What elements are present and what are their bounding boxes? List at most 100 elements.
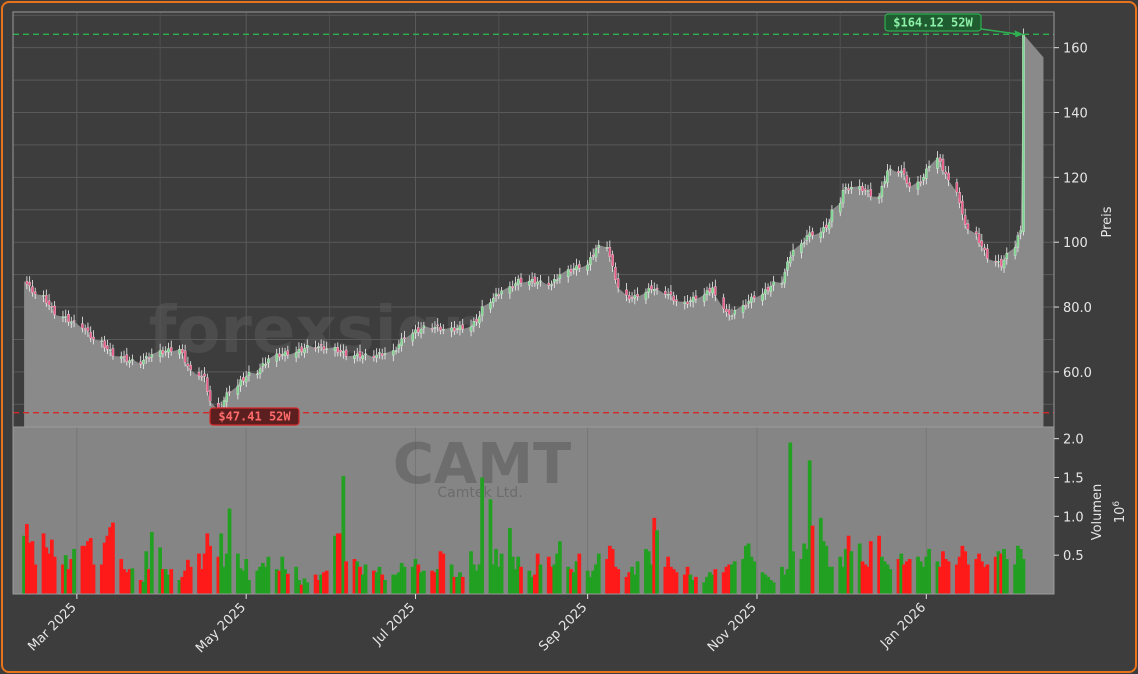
- volume-bar: [627, 572, 632, 594]
- candle-body: [1019, 230, 1022, 234]
- candle-body: [53, 305, 56, 315]
- volume-bar: [47, 553, 51, 594]
- volume-bar: [527, 570, 532, 594]
- date-tick-label: Jan 2026: [877, 600, 929, 652]
- volume-bar: [860, 561, 865, 594]
- candle-body: [111, 348, 115, 357]
- candle-body: [614, 267, 617, 280]
- candle-body: [791, 250, 795, 257]
- volume-bar: [960, 545, 965, 594]
- candle-body: [947, 172, 950, 181]
- candle-body: [480, 306, 484, 316]
- candle-body: [325, 348, 328, 350]
- candle-body: [178, 349, 181, 355]
- candle-body: [144, 356, 148, 359]
- volume-bar: [441, 553, 446, 594]
- volume-bar: [574, 561, 579, 594]
- candle-body: [925, 168, 928, 179]
- candle-body: [50, 306, 54, 308]
- volume-bar: [941, 551, 945, 594]
- volume-bar: [419, 572, 423, 594]
- volume-bar: [449, 564, 454, 594]
- candle-body: [372, 355, 376, 358]
- volume-bar: [533, 574, 537, 594]
- volume-bar: [566, 566, 571, 594]
- volume-bar: [455, 576, 460, 594]
- volume-bar: [596, 553, 601, 594]
- candle-body: [297, 349, 301, 353]
- candle-body: [519, 277, 523, 284]
- candle-body: [539, 280, 542, 282]
- candle-body: [256, 373, 259, 375]
- volume-bar: [147, 569, 151, 594]
- company-subtitle: Camtek Ltd.: [437, 485, 522, 501]
- candle-body: [819, 232, 823, 238]
- candle-body: [733, 310, 737, 315]
- volume-bar: [577, 553, 582, 594]
- candle-body: [908, 182, 911, 188]
- volume-bar: [322, 572, 326, 594]
- volume-bar: [766, 576, 770, 594]
- volume-bar: [177, 580, 182, 594]
- volume-bar: [702, 582, 707, 594]
- candle-body: [303, 348, 306, 354]
- candle-body: [919, 181, 923, 184]
- price-tick-label: 140: [1063, 107, 1088, 122]
- candle-body: [453, 327, 456, 332]
- volume-bar: [394, 574, 398, 594]
- volume-bar: [127, 569, 132, 594]
- candle-body: [1000, 258, 1003, 267]
- volume-bar: [863, 564, 868, 594]
- candle-body: [805, 235, 809, 241]
- volume-bar: [630, 566, 634, 594]
- candle-body: [608, 247, 612, 257]
- volume-bar: [782, 574, 787, 594]
- volume-bar: [344, 561, 348, 594]
- volume-bar: [663, 566, 668, 594]
- candle-body: [242, 377, 245, 382]
- candle-body: [375, 354, 378, 358]
- candle-body: [694, 295, 698, 300]
- candle-body: [478, 316, 481, 324]
- volume-bar: [999, 553, 1004, 594]
- volume-bar: [244, 559, 249, 594]
- volume-bar: [946, 561, 951, 594]
- price-tick-label: 120: [1063, 171, 1088, 186]
- candle-body: [294, 352, 298, 358]
- candle-body: [200, 375, 204, 378]
- candle-body: [936, 157, 939, 169]
- volume-bar: [224, 553, 229, 594]
- candle-body: [164, 350, 167, 353]
- volume-bar: [916, 556, 920, 594]
- volume-bar: [274, 569, 279, 594]
- candle-body: [650, 285, 653, 290]
- candle-body: [575, 265, 578, 271]
- candle-body: [616, 278, 620, 288]
- candle-body: [167, 348, 170, 353]
- candle-body: [322, 346, 326, 350]
- volume-bar: [111, 522, 115, 594]
- candle-body: [108, 349, 112, 351]
- low-52w-label: $47.41 52W: [218, 410, 291, 424]
- volume-bar: [124, 572, 129, 594]
- volume-bar: [313, 574, 318, 594]
- candle-body: [863, 188, 867, 191]
- volume-bar: [430, 570, 435, 594]
- candle-body: [630, 296, 634, 299]
- volume-bar: [169, 569, 174, 594]
- volume-bar: [197, 553, 201, 594]
- volume-bar: [499, 553, 504, 594]
- candle-body: [772, 281, 775, 286]
- volume-bar: [535, 553, 540, 594]
- candle-body: [239, 379, 242, 387]
- candle-body: [47, 300, 51, 306]
- volume-bar: [616, 569, 621, 594]
- volume-bar: [810, 525, 815, 594]
- volume-bar: [52, 556, 57, 594]
- candle-body: [461, 324, 464, 330]
- volume-bar: [546, 556, 551, 594]
- volume-bar: [219, 533, 224, 594]
- candle-body: [975, 231, 978, 234]
- volume-bar: [530, 576, 534, 594]
- volume-bar: [305, 582, 310, 594]
